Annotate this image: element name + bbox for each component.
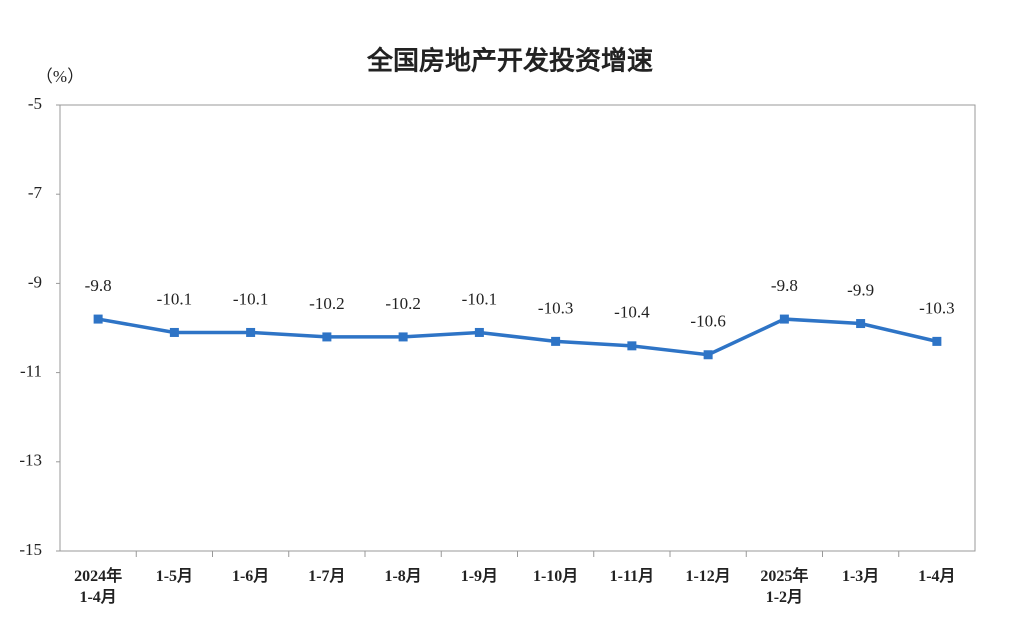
marker (169, 327, 179, 337)
plot-frame (59, 104, 976, 552)
x-tick-label: 1-4月 (918, 568, 956, 585)
data-label: -10.6 (690, 312, 725, 331)
x-tick-label: 1-8月 (384, 568, 422, 585)
data-label: -9.8 (85, 276, 112, 295)
data-label: -10.1 (233, 289, 268, 308)
x-tick-label: 1-12月 (685, 568, 731, 585)
y-tick-label: -5 (28, 94, 42, 113)
data-label: -9.9 (847, 280, 874, 299)
y-tick-label: -13 (19, 451, 42, 470)
marker (703, 350, 713, 360)
marker (398, 332, 408, 342)
line (97, 317, 938, 357)
marker (932, 336, 942, 346)
marker (474, 327, 484, 337)
x-tick-label: 2024年 1-4月 (74, 568, 123, 606)
data-label: -10.1 (157, 289, 192, 308)
x-tick-label: 1-10月 (532, 568, 579, 585)
data-label: -10.3 (538, 298, 573, 317)
data-label: -10.2 (385, 294, 420, 313)
y-tick-label: -9 (28, 272, 42, 291)
x-tick-label: 1-7月 (308, 568, 346, 585)
marker (551, 336, 561, 346)
chart-title: 全国房地产开发投资增速 (366, 46, 653, 77)
marker (322, 332, 332, 342)
marker (627, 341, 637, 351)
data-label: -10.4 (614, 303, 650, 322)
data-label: -10.1 (462, 289, 497, 308)
marker (856, 319, 866, 329)
data-label: -9.8 (771, 276, 798, 295)
x-tick-label: 1-11月 (609, 568, 655, 585)
y-tick-label: -11 (20, 362, 42, 381)
x-tick-label: 1-6月 (231, 568, 270, 585)
marker (246, 327, 256, 337)
x-tick-label: 1-5月 (155, 568, 194, 585)
y-axis-label: （%） (36, 67, 84, 86)
y-tick-label: -7 (28, 183, 43, 202)
data-label: -10.2 (309, 294, 344, 313)
x-tick-label: 1-3月 (841, 568, 880, 585)
marker (779, 314, 789, 324)
x-tick-label: 2025年 1-2月 (760, 568, 809, 606)
data-label: -10.3 (919, 298, 954, 317)
marker (93, 314, 103, 324)
y-tick-label: -15 (19, 540, 42, 559)
x-tick-label: 1-9月 (460, 568, 499, 585)
